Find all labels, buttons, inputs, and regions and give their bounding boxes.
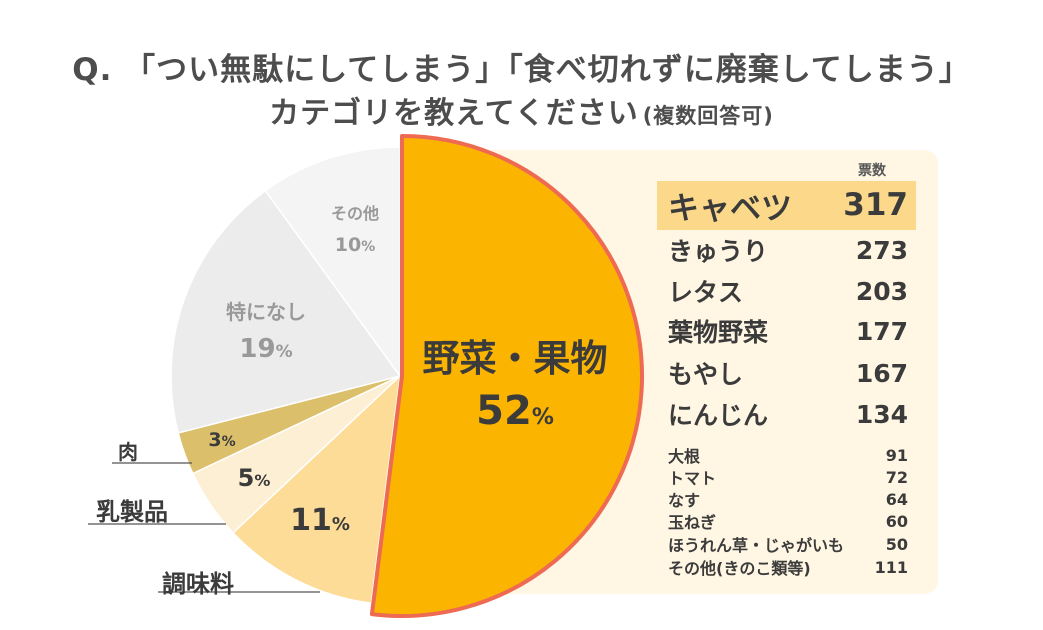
breakdown-row: レタス 203 [668, 276, 908, 308]
chart-title-line2: カテゴリを教えてください (複数回答可) [0, 88, 1043, 132]
chart-title-note: (複数回答可) [642, 104, 774, 128]
other-label: その他 [331, 204, 379, 223]
meat-category-label: 肉 [118, 440, 138, 464]
other-pct: 10% [335, 234, 375, 256]
dairy-pct: 5% [238, 464, 271, 492]
vegetables-label: 野菜・果物 [423, 337, 608, 380]
breakdown-row-small: その他(きのこ類等) 111 [668, 557, 908, 579]
pie-slice-none [170, 189, 402, 434]
breakdown-row: キャベツ 317 [668, 187, 908, 227]
breakdown-row-small: 玉ねぎ 60 [668, 511, 908, 533]
top-item-highlight [657, 181, 916, 230]
seasoning-pct: 11% [290, 503, 350, 538]
breakdown-row-small: ほうれん草・じゃがいも 50 [668, 534, 908, 556]
pie-slice-seasoning [232, 374, 402, 605]
dairy-category-label: 乳製品 [96, 498, 168, 526]
breakdown-row: にんじん 134 [668, 399, 908, 431]
breakdown-row-small: 大根 91 [668, 445, 908, 467]
seasoning-category-label: 調味料 [162, 570, 234, 598]
breakdown-row-small: なす 64 [668, 489, 908, 511]
votes-header: 票数 [858, 163, 886, 179]
pie-slice-vegetables [369, 134, 644, 618]
meat-pct: 3% [208, 429, 235, 451]
breakdown-row: 葉物野菜 177 [668, 316, 908, 348]
none-label: 特になし [226, 300, 306, 324]
breakdown-row: きゅうり 273 [668, 235, 908, 267]
none-pct: 19% [239, 334, 292, 364]
vegetables-pct: 52% [476, 388, 554, 434]
breakdown-row: もやし 167 [668, 358, 908, 390]
chart-title-line1: Q. 「つい無駄にしてしまう」「食べ切れずに廃棄してしまう」 [72, 52, 971, 88]
chart-title-main: カテゴリを教えてください [269, 96, 639, 131]
pie-slice-other [264, 146, 401, 379]
breakdown-row-small: トマト 72 [668, 467, 908, 489]
